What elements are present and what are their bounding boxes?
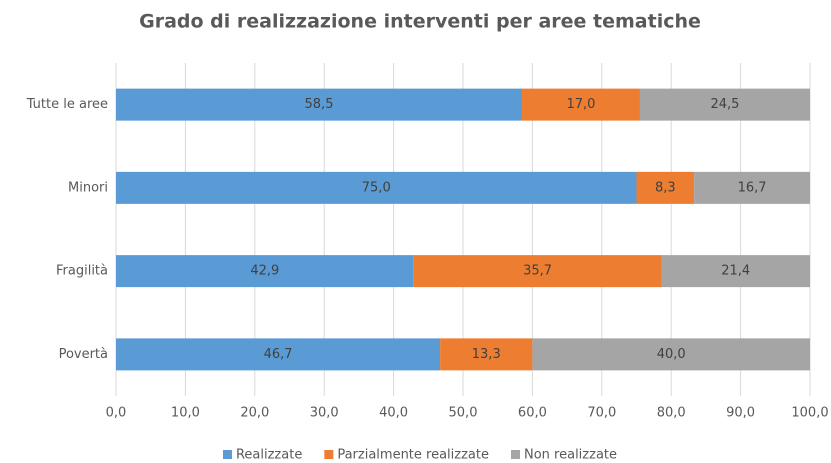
bar-segment xyxy=(116,255,414,288)
value-label: 8,3 xyxy=(655,180,676,195)
bar-segment xyxy=(694,171,810,204)
x-tick-label: 50,0 xyxy=(449,406,478,421)
y-tick-label: Tutte le aree xyxy=(26,97,108,112)
y-tick-label: Minori xyxy=(68,180,108,195)
bar-segment xyxy=(116,88,522,121)
x-tick-label: 10,0 xyxy=(171,406,200,421)
value-label: 17,0 xyxy=(567,97,596,112)
bar-segment xyxy=(440,338,533,371)
bar-segment xyxy=(413,255,662,288)
value-label: 58,5 xyxy=(305,97,334,112)
bar-segment xyxy=(521,88,640,121)
value-label: 16,7 xyxy=(738,180,767,195)
bar-segment xyxy=(116,338,441,371)
x-tick-label: 100,0 xyxy=(791,406,828,421)
value-label: 13,3 xyxy=(472,347,501,362)
x-tick-label: 20,0 xyxy=(240,406,269,421)
value-label: 46,7 xyxy=(264,347,293,362)
x-tick-label: 80,0 xyxy=(657,406,686,421)
value-label: 42,9 xyxy=(250,264,279,279)
x-tick-label: 0,0 xyxy=(106,406,127,421)
x-tick-label: 70,0 xyxy=(587,406,616,421)
bar-segment xyxy=(661,255,810,288)
value-label: 75,0 xyxy=(362,180,391,195)
x-tick-label: 60,0 xyxy=(518,406,547,421)
legend-swatch xyxy=(324,450,334,459)
y-tick-label: Fragilità xyxy=(56,264,108,279)
value-label: 40,0 xyxy=(657,347,686,362)
bar-segment xyxy=(116,171,637,204)
x-tick-label: 40,0 xyxy=(379,406,408,421)
legend-swatch xyxy=(511,450,521,459)
legend-label: Non realizzate xyxy=(524,448,617,463)
value-label: 21,4 xyxy=(721,264,750,279)
chart-title: Grado di realizzazione interventi per ar… xyxy=(139,11,701,33)
legend-label: Realizzate xyxy=(236,448,302,463)
x-tick-label: 90,0 xyxy=(726,406,755,421)
legend-swatch xyxy=(222,450,232,459)
x-tick-label: 30,0 xyxy=(310,406,339,421)
value-label: 24,5 xyxy=(711,97,740,112)
bar-segment xyxy=(636,171,695,204)
value-label: 35,7 xyxy=(523,264,552,279)
bar-segment xyxy=(532,338,810,371)
y-tick-label: Povertà xyxy=(59,347,108,362)
bar-segment xyxy=(639,88,810,121)
legend-label: Parzialmente realizzate xyxy=(337,448,489,463)
